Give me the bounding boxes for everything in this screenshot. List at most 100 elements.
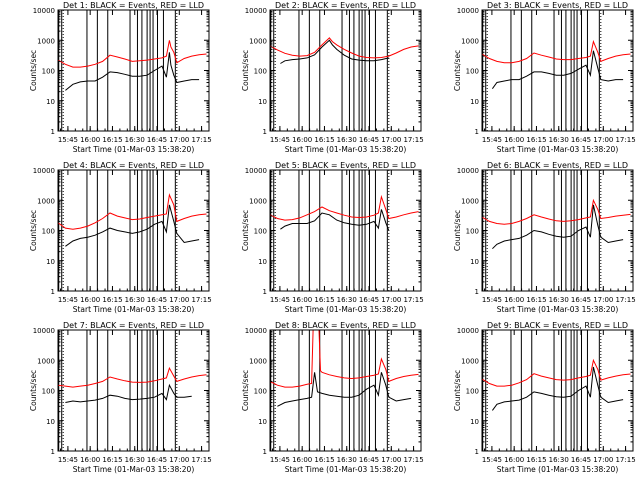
lld-series-line — [58, 366, 207, 388]
events-series-line — [492, 204, 624, 250]
y-tick-label: 100 — [254, 68, 267, 76]
y-tick-label: 100 — [254, 388, 267, 396]
y-tick-label: 1000 — [249, 357, 267, 365]
x-tick-label: 17:00 — [169, 296, 189, 304]
y-tick-label: 10 — [470, 98, 479, 106]
x-tick-label: 17:00 — [593, 296, 613, 304]
lld-series-line — [270, 37, 419, 59]
x-tick-label: 17:00 — [593, 136, 613, 144]
x-tick-label: 17:00 — [169, 456, 189, 464]
y-tick-label: 100 — [466, 68, 479, 76]
y-axis-label: Counts/sec — [241, 210, 250, 251]
y-tick-label: 1000 — [37, 37, 55, 45]
x-tick-label: 16:30 — [125, 456, 145, 464]
lld-series-line — [270, 194, 419, 221]
panel-title: Det 8: BLACK = Events, RED = LLD — [275, 321, 416, 330]
x-tick-label: 17:15 — [403, 456, 423, 464]
x-axis-label: Start Time (01-Mar-03 15:38:20) — [497, 465, 619, 474]
panel-3: Det 3: BLACK = Events, RED = LLD 1 10 100 10… — [453, 1, 636, 154]
panel-9: Det 9: BLACK = Events, RED = LLD 1 10 100 10… — [453, 321, 636, 474]
y-tick-label: 1 — [51, 448, 55, 456]
y-tick-label: 10 — [46, 258, 55, 266]
y-tick-label: 10000 — [245, 7, 267, 15]
plot-frame — [481, 169, 634, 292]
y-tick-label: 10000 — [245, 167, 267, 175]
lld-series-line — [482, 198, 631, 225]
panel-title: Det 5: BLACK = Events, RED = LLD — [275, 161, 416, 170]
y-tick-label: 1000 — [37, 197, 55, 205]
lld-series-line — [482, 39, 631, 64]
y-tick-label: 10000 — [33, 7, 55, 15]
x-tick-label: 17:15 — [403, 296, 423, 304]
x-tick-label: 17:00 — [593, 456, 613, 464]
x-axis-label: Start Time (01-Mar-03 15:38:20) — [285, 145, 407, 154]
x-tick-label: 16:30 — [337, 136, 357, 144]
x-tick-label: 16:30 — [549, 296, 569, 304]
plot-frame — [57, 169, 210, 292]
y-tick-label: 1 — [475, 288, 479, 296]
y-tick-label: 1000 — [461, 37, 479, 45]
lld-series-line — [482, 358, 631, 387]
x-axis-label: Start Time (01-Mar-03 15:38:20) — [285, 465, 407, 474]
y-tick-label: 1000 — [37, 357, 55, 365]
events-series-line — [65, 383, 192, 403]
plot-frame — [269, 9, 422, 132]
y-tick-label: 10 — [258, 258, 267, 266]
y-tick-label: 10 — [258, 418, 267, 426]
x-tick-label: 15:45 — [482, 456, 502, 464]
y-tick-label: 1 — [263, 448, 267, 456]
y-tick-label: 100 — [42, 228, 55, 236]
y-tick-label: 1 — [263, 128, 267, 136]
x-tick-label: 16:15 — [314, 296, 334, 304]
x-tick-label: 15:45 — [58, 456, 78, 464]
panel-1: Det 1: BLACK = Events, RED = LLD 1 10 100 10… — [29, 1, 212, 154]
x-tick-label: 15:45 — [58, 296, 78, 304]
x-tick-label: 16:00 — [292, 296, 312, 304]
x-tick-label: 16:15 — [526, 296, 546, 304]
y-tick-label: 1 — [263, 288, 267, 296]
x-tick-label: 16:00 — [292, 456, 312, 464]
y-tick-label: 10000 — [33, 327, 55, 335]
y-tick-label: 1 — [51, 288, 55, 296]
lld-series-line — [58, 40, 207, 68]
x-tick-label: 15:45 — [270, 136, 290, 144]
panel-title: Det 6: BLACK = Events, RED = LLD — [487, 161, 628, 170]
y-axis-label: Counts/sec — [453, 210, 462, 251]
events-series-line — [280, 209, 390, 231]
y-axis-label: Counts/sec — [453, 370, 462, 411]
lld-series-line — [58, 193, 207, 230]
panel-title: Det 7: BLACK = Events, RED = LLD — [63, 321, 204, 330]
x-tick-label: 16:00 — [504, 136, 524, 144]
x-tick-label: 16:15 — [314, 456, 334, 464]
panel-7: Det 7: BLACK = Events, RED = LLD 1 10 100 10… — [29, 321, 212, 474]
x-tick-label: 17:00 — [381, 296, 401, 304]
panel-title: Det 3: BLACK = Events, RED = LLD — [487, 1, 628, 10]
x-tick-label: 16:15 — [102, 296, 122, 304]
panel-title: Det 9: BLACK = Events, RED = LLD — [487, 321, 628, 330]
x-axis-label: Start Time (01-Mar-03 15:38:20) — [285, 305, 407, 314]
x-tick-label: 16:15 — [314, 136, 334, 144]
events-series-line — [491, 50, 624, 89]
x-tick-label: 16:30 — [337, 296, 357, 304]
y-tick-label: 10 — [258, 98, 267, 106]
x-tick-label: 17:00 — [381, 456, 401, 464]
panel-2: Det 2: BLACK = Events, RED = LLD 1 10 100 10… — [241, 1, 424, 154]
y-tick-label: 1 — [51, 128, 55, 136]
y-tick-label: 10 — [470, 258, 479, 266]
x-axis-label: Start Time (01-Mar-03 15:38:20) — [497, 145, 619, 154]
x-tick-label: 16:00 — [504, 456, 524, 464]
y-tick-label: 100 — [466, 228, 479, 236]
y-axis-label: Counts/sec — [241, 50, 250, 91]
events-series-line — [277, 372, 412, 407]
x-tick-label: 17:15 — [615, 296, 635, 304]
x-tick-label: 17:00 — [169, 136, 189, 144]
x-tick-label: 17:15 — [191, 456, 211, 464]
y-tick-label: 100 — [254, 228, 267, 236]
y-tick-label: 1000 — [461, 357, 479, 365]
x-tick-label: 16:30 — [125, 136, 145, 144]
panel-5: Det 5: BLACK = Events, RED = LLD 1 10 100 10… — [241, 161, 424, 314]
x-tick-label: 16:00 — [292, 136, 312, 144]
y-tick-label: 10000 — [245, 327, 267, 335]
panel-6: Det 6: BLACK = Events, RED = LLD 1 10 100 10… — [453, 161, 636, 314]
